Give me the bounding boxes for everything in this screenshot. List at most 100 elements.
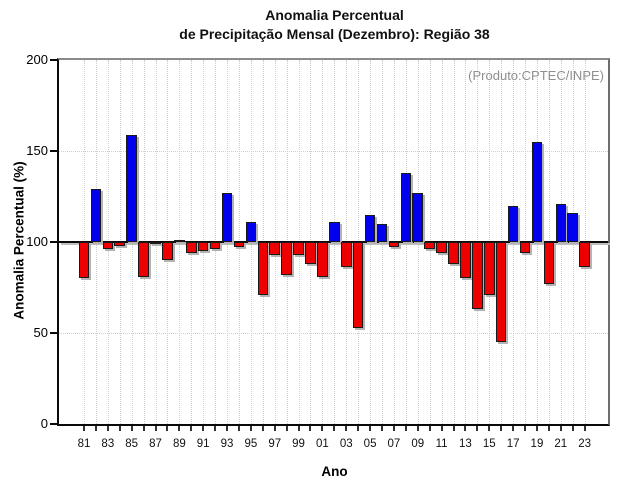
x-tick: [106, 426, 109, 431]
x-tick: [321, 426, 324, 431]
x-tick-label: 11: [435, 438, 448, 450]
x-tick: [154, 426, 157, 431]
x-tick: [476, 426, 479, 431]
x-tick-label: 03: [339, 438, 353, 450]
bar-08: [400, 172, 412, 242]
bar-16: [495, 242, 507, 343]
bar-04: [352, 242, 364, 328]
x-tick-label: 87: [149, 438, 162, 450]
bar-95: [245, 221, 257, 242]
x-tick: [237, 426, 240, 431]
annotation-produto: (Produto:CPTEC/INPE): [468, 68, 604, 83]
bar-22: [567, 212, 578, 242]
x-tick: [428, 426, 431, 431]
x-tick: [83, 426, 85, 431]
x-tick-label: 97: [268, 438, 282, 450]
bar-83: [102, 242, 114, 250]
y-tick: [50, 150, 57, 152]
bar-14: [472, 242, 483, 310]
x-tick: [309, 426, 312, 431]
x-tick-label: 81: [77, 438, 91, 450]
horizontal-gridline: [59, 151, 608, 152]
x-tick-label: 19: [530, 438, 544, 450]
x-tick-label: 09: [411, 438, 425, 450]
x-tick-label: 85: [125, 438, 139, 450]
x-tick: [381, 426, 383, 431]
y-tick-label: 50: [33, 325, 48, 340]
x-tick: [94, 426, 97, 431]
y-tick-label: 200: [26, 52, 48, 67]
bar-82: [90, 189, 102, 242]
x-tick-label: 99: [292, 438, 305, 450]
x-tick: [392, 426, 395, 431]
x-tick: [202, 426, 205, 431]
x-tick-label: 07: [387, 438, 401, 450]
bar-19: [531, 141, 543, 242]
x-tick: [226, 426, 229, 431]
bar-11: [436, 242, 447, 253]
x-tick: [524, 426, 527, 431]
x-tick: [214, 426, 217, 431]
x-tick: [369, 426, 372, 431]
x-tick-label: 91: [196, 438, 210, 450]
bar-18: [519, 242, 531, 253]
x-tick-label: 93: [220, 438, 234, 450]
x-tick-label: 01: [315, 438, 329, 450]
x-tick: [535, 426, 538, 431]
x-tick: [404, 426, 407, 431]
horizontal-gridline: [59, 333, 608, 334]
x-tick: [488, 426, 491, 431]
bar-06: [376, 223, 388, 242]
x-tick: [190, 426, 193, 431]
x-tick: [142, 426, 145, 431]
x-tick: [333, 426, 336, 431]
x-tick: [452, 426, 455, 431]
chart-title: Anomalia Percentual de Precipitação Mens…: [57, 6, 612, 44]
bar-97: [269, 242, 280, 255]
y-tick-label: 0: [40, 416, 48, 431]
bar-88: [162, 242, 173, 261]
y-tick: [50, 423, 57, 425]
x-tick: [464, 426, 467, 431]
bar-10: [424, 242, 435, 250]
x-tick-label: 23: [578, 438, 592, 450]
bar-21: [555, 203, 567, 242]
x-tick: [297, 426, 300, 431]
y-tick-label: 150: [26, 143, 48, 158]
x-axis-label: Ano: [321, 464, 348, 479]
x-tick-label: 21: [554, 438, 568, 450]
plot-area: [57, 58, 610, 426]
bar-96: [257, 242, 269, 295]
bar-15: [483, 242, 495, 295]
x-tick-label: 95: [244, 438, 258, 450]
x-tick: [130, 426, 133, 431]
x-tick: [571, 426, 574, 431]
bar-01: [317, 242, 328, 277]
bar-17: [507, 205, 519, 242]
bar-23: [579, 242, 590, 268]
bar-05: [364, 214, 376, 242]
bar-99: [293, 242, 304, 255]
bar-09: [412, 192, 424, 242]
bar-91: [197, 242, 209, 252]
x-tick-label: 17: [506, 438, 520, 450]
bar-20: [543, 242, 555, 284]
bar-94: [233, 242, 245, 248]
x-tick: [166, 426, 169, 431]
x-tick: [547, 426, 550, 431]
x-tick: [345, 426, 348, 431]
y-tick-label: 100: [26, 234, 48, 249]
x-tick: [559, 426, 562, 431]
x-tick-label: 05: [363, 438, 377, 450]
x-tick-label: 13: [459, 438, 472, 450]
x-tick: [416, 426, 419, 431]
chart-title-line2: de Precipitação Mensal (Dezembro): Regiã…: [179, 26, 490, 42]
x-tick: [512, 426, 515, 431]
bar-07: [388, 242, 400, 248]
x-tick: [285, 426, 288, 431]
x-tick-label: 15: [482, 438, 496, 450]
x-tick: [273, 426, 276, 431]
x-tick: [500, 426, 503, 431]
x-tick: [118, 426, 121, 431]
